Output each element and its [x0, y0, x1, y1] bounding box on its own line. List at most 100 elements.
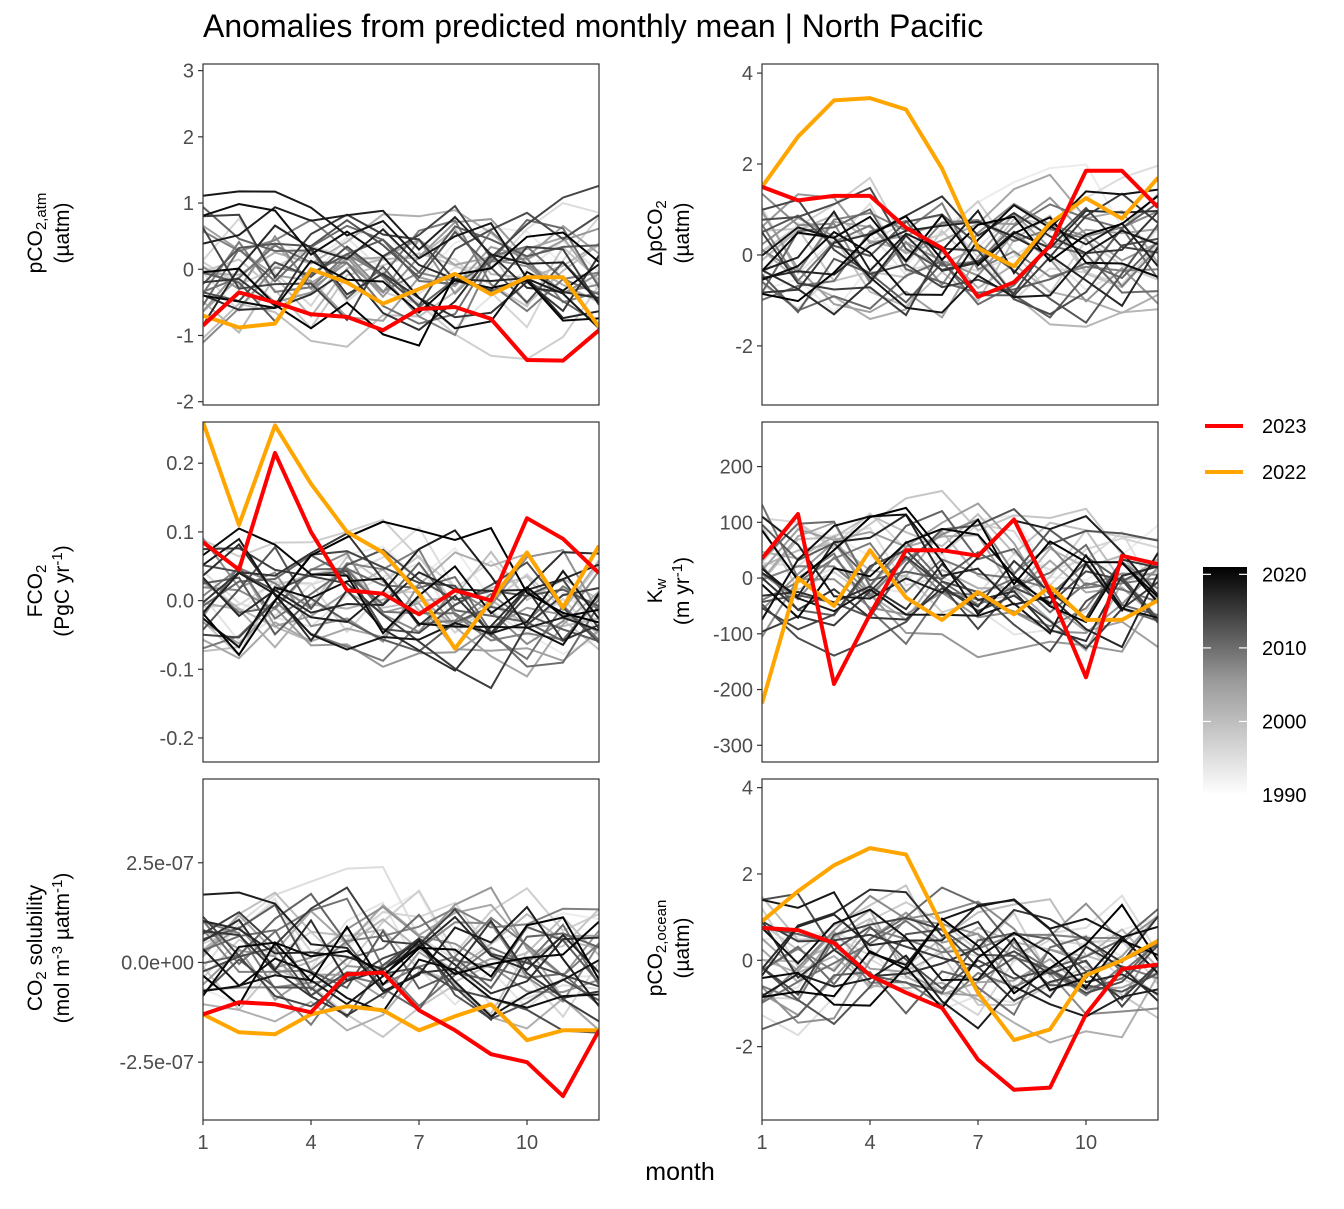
- y-axis-title-pco2ocean: pCO2,ocean(µatm): [644, 900, 694, 997]
- y-tick-label: 0: [742, 950, 753, 972]
- series-line-2017: [762, 515, 1158, 600]
- series-line-2017: [203, 206, 599, 304]
- series-line-2017: [762, 954, 1158, 1030]
- series-line-2005: [203, 916, 599, 1027]
- colorbar-tick-label: 2010: [1262, 638, 1307, 660]
- series-line-2020: [762, 527, 1158, 624]
- y-tick-label: -2: [735, 1037, 753, 1059]
- y-tick-label: -100: [713, 624, 753, 646]
- series-line-2016: [762, 513, 1158, 649]
- colorbar-tick-label: 2020: [1262, 564, 1307, 586]
- series-line-2022: [762, 96, 1158, 269]
- panel-dpco2: 4 2 0 -2 ΔpCO2(µatm): [644, 63, 1159, 406]
- series-line-2017: [762, 209, 1158, 275]
- series-line-2009: [203, 576, 599, 653]
- y-tick-label: 2: [183, 127, 194, 149]
- series-line-2023: [762, 925, 1158, 1092]
- y-axis-title-kw: Kw(m yr-1): [644, 557, 694, 625]
- series-line-2004: [203, 547, 599, 642]
- series-line-2008: [203, 892, 599, 1012]
- series-line-2004: [762, 556, 1158, 628]
- series-line-2015: [203, 918, 599, 995]
- y-tick-label: 2: [742, 154, 753, 176]
- x-axis-title: month: [645, 1158, 715, 1186]
- series-line-2010: [762, 928, 1158, 1026]
- colorbar-tick-label: 1990: [1262, 785, 1307, 807]
- legend-label-2022: 2022: [1262, 462, 1307, 484]
- series-line-2014: [762, 558, 1158, 621]
- series-line-1999: [203, 590, 599, 678]
- series-line-2021: [762, 903, 1158, 998]
- series-line-2001: [203, 606, 599, 668]
- series-line-2023: [203, 450, 599, 617]
- series-line-1992: [203, 866, 599, 1007]
- series-line-2018: [762, 891, 1158, 975]
- series-line-2001: [762, 540, 1158, 659]
- x-tick-label: 7: [413, 1132, 424, 1154]
- series-line-2021: [762, 195, 1158, 303]
- y-tick-label: 4: [742, 63, 753, 85]
- series-line-2020: [762, 213, 1158, 278]
- series-line-2020: [203, 920, 599, 997]
- series-line-2015: [762, 888, 1158, 1002]
- series-line-2022: [762, 548, 1158, 705]
- y-tick-label: 0.0e+00: [121, 952, 194, 974]
- series-line-2023: [203, 290, 599, 363]
- y-tick-label: 100: [720, 512, 753, 534]
- series-line-2003: [762, 193, 1158, 287]
- y-tick-label: -2.5e-07: [120, 1052, 195, 1074]
- series-line-1997: [762, 926, 1158, 990]
- panel-fco2: 0.2 0.1 0.0 -0.1 -0.2 FCO2(PgC yr-1): [24, 421, 600, 763]
- y-axis-title-fco2: FCO2(PgC yr-1): [24, 545, 74, 637]
- panels-group: 3210-1-2pCO2,atm(µatm)420-2ΔpCO2(µatm)0.…: [24, 61, 1159, 1154]
- series-line-2019: [203, 202, 599, 330]
- x-tick-label: 1: [197, 1132, 208, 1154]
- series-line-2013: [203, 547, 599, 690]
- legend: 2023 2022 2020 2010 2000 1990: [1203, 416, 1307, 807]
- background-years-pco2atm: [203, 184, 599, 361]
- y-tick-label: -1: [176, 325, 194, 347]
- series-line-2019: [762, 513, 1158, 621]
- series-line-1994: [203, 518, 599, 611]
- background-years-pco2ocean: [762, 884, 1158, 1044]
- y-tick-label: 0: [742, 245, 753, 267]
- panel-border: [761, 778, 1159, 1121]
- series-line-2018: [203, 190, 599, 330]
- x-tick-label: 4: [305, 1132, 316, 1154]
- series-line-2021: [203, 916, 599, 1007]
- series-line-2021: [203, 520, 599, 657]
- y-axis-title-solubility: CO2 solubility(mol m-3 µatm-1): [24, 873, 74, 1024]
- series-line-2010: [203, 545, 599, 631]
- y-tick-label: 1: [183, 193, 194, 215]
- series-line-2019: [203, 957, 599, 1014]
- series-line-2013: [203, 213, 599, 306]
- series-line-1995: [762, 217, 1158, 289]
- x-tick-label: 4: [864, 1132, 875, 1154]
- panel-solubility: 2.5e-07 0.0e+00 -2.5e-07 1 4 7 10 CO2 solubilit…: [24, 778, 600, 1154]
- y-axis-title-dpco2: ΔpCO2(µatm): [644, 200, 694, 266]
- colorbar: [1203, 567, 1247, 795]
- series-line-2018: [203, 939, 599, 1018]
- panel-border: [202, 778, 600, 1121]
- x-tick-label: 1: [756, 1132, 767, 1154]
- y-tick-label: 2.5e-07: [126, 853, 194, 875]
- series-line-2022: [203, 1002, 599, 1043]
- series-line-2016: [203, 563, 599, 618]
- series-line-2009: [203, 225, 599, 323]
- series-line-1999: [203, 903, 599, 1032]
- y-tick-label: -200: [713, 680, 753, 702]
- y-tick-label: 200: [720, 457, 753, 479]
- series-line-1993: [203, 901, 599, 1019]
- panel-kw: 200 100 0 -100 -200 -300 Kw(m yr-1): [644, 421, 1159, 763]
- series-line-2019: [203, 577, 599, 649]
- panel-pco2atm: 3 2 1 0 -1 -2 pCO2,atm(µatm): [24, 61, 600, 414]
- series-line-2006: [762, 203, 1158, 301]
- series-line-2020: [203, 527, 599, 635]
- y-tick-label: -0.1: [160, 659, 194, 681]
- series-line-2017: [203, 891, 599, 1007]
- series-line-2020: [762, 931, 1158, 1011]
- y-tick-label: 0.2: [166, 453, 194, 475]
- series-line-2016: [762, 220, 1158, 308]
- background-years-solubility: [203, 866, 599, 1039]
